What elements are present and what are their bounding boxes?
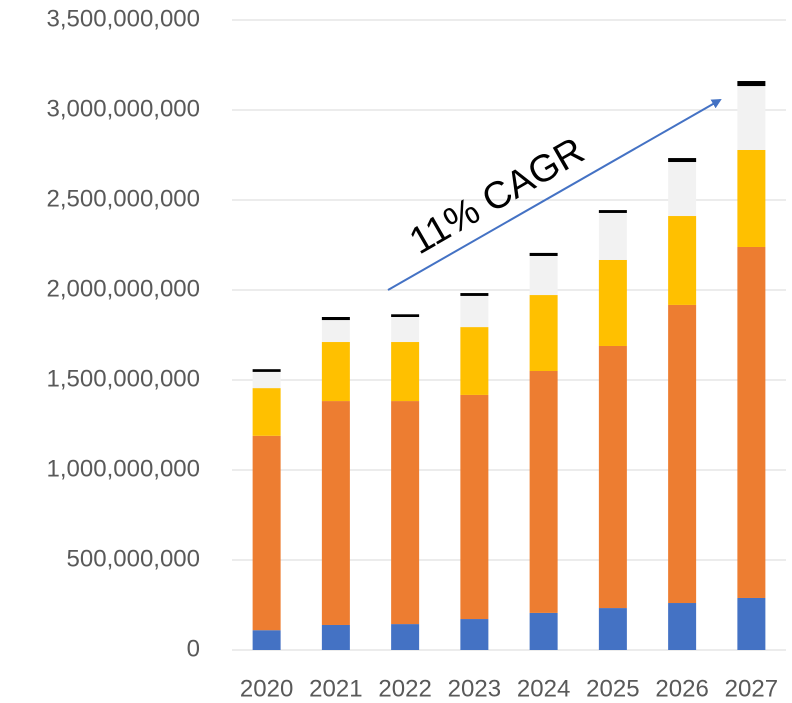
bar-segment xyxy=(460,394,489,620)
bar-segment xyxy=(598,345,627,609)
bar-segment xyxy=(460,327,489,395)
y-tick-label: 500,000,000 xyxy=(67,545,200,572)
bar-segment xyxy=(391,401,420,625)
bar-segment xyxy=(668,158,697,163)
y-tick-label: 1,500,000,000 xyxy=(47,365,200,392)
bar-segment xyxy=(252,371,281,389)
bar-segment xyxy=(737,246,766,598)
bar-segment xyxy=(529,255,558,296)
bar-segment xyxy=(460,293,489,296)
bar-segment xyxy=(668,304,697,604)
y-tick-label: 3,000,000,000 xyxy=(47,95,200,122)
x-tick-label: 2024 xyxy=(517,675,570,702)
bar-segment xyxy=(737,149,766,247)
bar-segment xyxy=(391,317,420,343)
bar-segment xyxy=(321,320,350,343)
bar-segment xyxy=(460,295,489,328)
x-tick-label: 2020 xyxy=(240,675,293,702)
y-tick-label: 2,000,000,000 xyxy=(47,275,200,302)
bar-segment xyxy=(737,81,766,87)
bar-segment xyxy=(668,162,697,217)
bars xyxy=(252,81,766,650)
bar-segment xyxy=(252,630,281,650)
bar-segment xyxy=(321,342,350,402)
bar-segment xyxy=(252,388,281,436)
bar-segment xyxy=(321,624,350,650)
x-tick-label: 2022 xyxy=(378,675,431,702)
bar-segment xyxy=(529,612,558,650)
bar-segment xyxy=(598,608,627,650)
bar-segment xyxy=(598,210,627,213)
x-tick-label: 2023 xyxy=(448,675,501,702)
y-tick-label: 1,000,000,000 xyxy=(47,455,200,482)
x-tick-label: 2025 xyxy=(586,675,639,702)
bar-segment xyxy=(737,597,766,650)
bar-segment xyxy=(668,216,697,305)
bar-segment xyxy=(321,401,350,625)
bar-segment xyxy=(737,86,766,150)
grid xyxy=(232,19,786,651)
bar-segment xyxy=(668,603,697,650)
y-tick-label: 2,500,000,000 xyxy=(47,185,200,212)
x-tick-label: 2026 xyxy=(655,675,708,702)
x-tick-label: 2027 xyxy=(725,675,778,702)
bar-segment xyxy=(529,371,558,613)
x-tick-label: 2021 xyxy=(309,675,362,702)
bar-segment xyxy=(252,369,281,372)
bar-segment xyxy=(529,295,558,371)
cagr-arrow xyxy=(387,99,722,291)
bar-segment xyxy=(391,342,420,402)
bar-segment xyxy=(391,314,420,317)
bar-segment xyxy=(252,435,281,631)
bar-segment xyxy=(598,212,627,260)
y-tick-label: 0 xyxy=(187,635,200,662)
y-tick-label: 3,500,000,000 xyxy=(47,5,200,32)
annotation: 11% CAGR xyxy=(403,130,592,263)
bar-segment xyxy=(321,317,350,321)
bar-segment xyxy=(598,259,627,346)
bar-segment xyxy=(391,624,420,650)
bar-segment xyxy=(529,252,558,256)
bar-segment xyxy=(460,619,489,650)
